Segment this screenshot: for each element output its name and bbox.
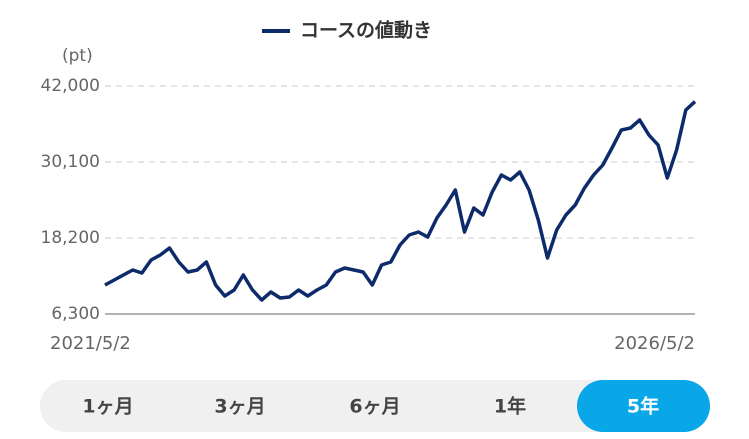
tab[interactable]: 3ヶ月: [214, 396, 265, 418]
y-tick-label: 30,100: [41, 152, 100, 172]
tab[interactable]: 5年: [627, 395, 659, 418]
y-unit: (pt): [62, 46, 93, 66]
tab[interactable]: 6ヶ月: [349, 396, 400, 418]
tab-selected-bg: [577, 380, 710, 432]
tab-bar: [40, 380, 710, 432]
x-tick-label: 2026/5/2: [614, 333, 695, 354]
y-tick-label: 42,000: [41, 76, 100, 96]
y-tick-label: 18,200: [41, 228, 100, 248]
data-line: [104, 100, 697, 302]
legend-label: コースの値動き: [300, 20, 432, 42]
tab[interactable]: 1年: [494, 395, 526, 418]
tab[interactable]: 1ヶ月: [82, 396, 133, 418]
y-tick-label: 6,300: [51, 304, 100, 324]
x-tick-label: 2021/5/2: [50, 333, 131, 354]
